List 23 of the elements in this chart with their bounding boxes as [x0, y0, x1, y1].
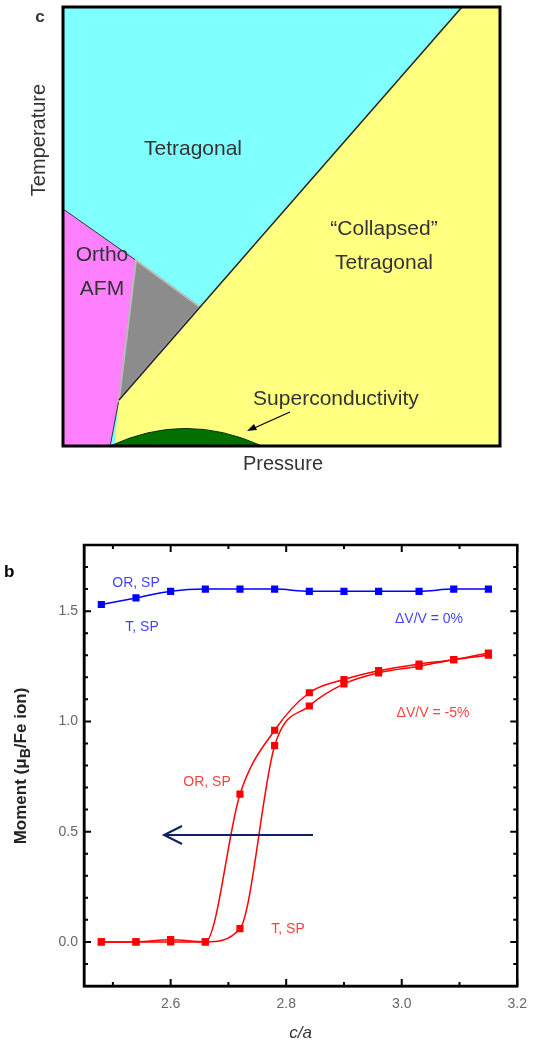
text: “Collapsed” Tetragonal — [330, 216, 438, 273]
y-tick-label: 1.5 — [58, 602, 79, 619]
text: Tetragonal — [143, 136, 243, 159]
y-tick-label: 0.0 — [58, 932, 79, 949]
annotation: ΔV/V = 0% — [394, 609, 464, 626]
text: Pressure — [242, 452, 324, 474]
y-tick-label: 0.5 — [58, 822, 79, 839]
x-axis-title: c/a — [289, 1022, 312, 1042]
annotation: ΔV/V = -5% — [396, 703, 470, 720]
annotation: OR, SP — [112, 573, 160, 590]
annotation: T, SP — [271, 919, 305, 936]
text: b — [4, 562, 15, 582]
text: c — [35, 7, 45, 26]
text: Superconductivity — [253, 386, 420, 409]
x-tick-label: 2.8 — [276, 995, 297, 1012]
annotation: OR, SP — [183, 772, 231, 789]
x-tick-label: 2.6 — [160, 995, 181, 1012]
annotation: T, SP — [125, 617, 159, 634]
y-tick-label: 1.0 — [58, 712, 79, 729]
x-tick-label: 3.0 — [392, 995, 412, 1012]
x-tick-label: 3.2 — [507, 995, 528, 1012]
text: Temperature — [27, 83, 49, 197]
text: Ortho AFM — [75, 242, 129, 299]
